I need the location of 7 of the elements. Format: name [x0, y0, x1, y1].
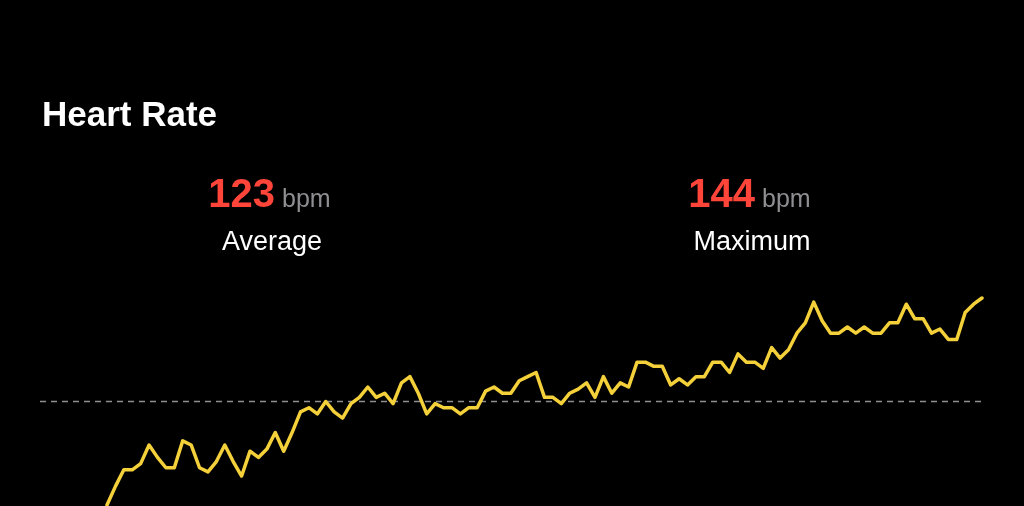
- text: Maximum: [693, 226, 811, 256]
- text: bpm: [762, 184, 811, 212]
- chart-title: Heart Rate: [42, 94, 218, 133]
- text: Average: [221, 226, 323, 256]
- text: 123: [208, 171, 275, 215]
- text: bpm: [282, 184, 331, 212]
- text: 144: [688, 171, 756, 215]
